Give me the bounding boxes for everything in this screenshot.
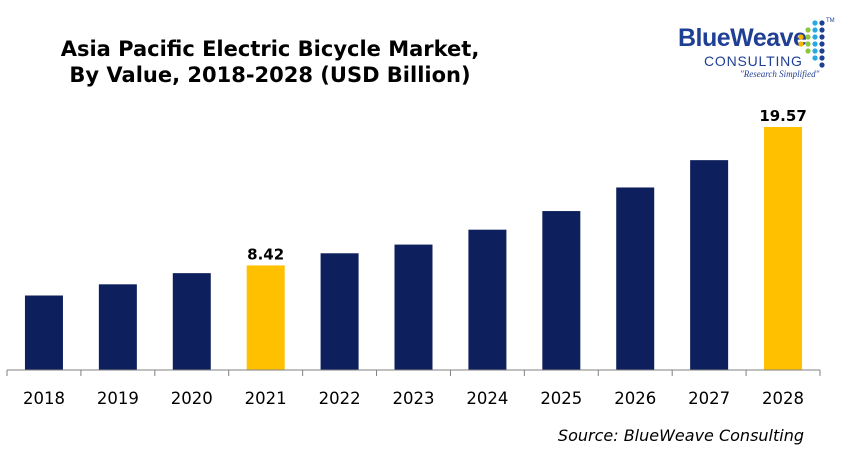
- bar-2020: [172, 273, 211, 370]
- chart-title-line-1: Asia Pacific Electric Bicycle Market,: [60, 37, 480, 61]
- data-label-2028: 19.57: [759, 107, 806, 125]
- logo-dots-icon: [798, 20, 825, 68]
- bar-2024: [468, 229, 507, 370]
- x-tick-label-2023: 2023: [393, 389, 435, 408]
- bar-2025: [542, 211, 581, 370]
- x-tick-label-2026: 2026: [614, 389, 656, 408]
- bars-layer: [24, 127, 803, 370]
- bar-2022: [320, 253, 359, 370]
- ticks-layer: [6, 370, 821, 376]
- logo-wordmark: BlueWeave: [678, 24, 807, 52]
- x-tick-label-2018: 2018: [23, 389, 65, 408]
- bar-2021: [246, 265, 285, 370]
- labels-layer: 2018 2019 2020 2021 8.42 2022 2023 2024 2025 2026…: [23, 107, 807, 408]
- bar-2019: [98, 284, 137, 370]
- logo-tagline: "Research Simplified": [740, 69, 820, 79]
- x-tick-label-2021: 2021: [245, 389, 287, 408]
- blueweave-logo: BlueWeave CONSULTING "Research Simplifie…: [678, 18, 848, 88]
- chart-title-line-2: By Value, 2018-2028 (USD Billion): [69, 63, 471, 87]
- x-tick-label-2028: 2028: [762, 389, 804, 408]
- x-tick-label-2020: 2020: [171, 389, 213, 408]
- x-tick-label-2027: 2027: [688, 389, 730, 408]
- bar-2018: [24, 295, 63, 370]
- source-note: Source: BlueWeave Consulting: [557, 426, 804, 445]
- x-tick-label-2019: 2019: [97, 389, 139, 408]
- data-label-2021: 8.42: [247, 245, 284, 263]
- bar-2026: [616, 187, 655, 370]
- logo-trademark: TM: [826, 18, 835, 24]
- logo-subtitle: CONSULTING: [704, 53, 803, 69]
- bar-2027: [690, 160, 729, 370]
- x-tick-label-2022: 2022: [319, 389, 361, 408]
- x-tick-label-2024: 2024: [466, 389, 508, 408]
- x-tick-label-2025: 2025: [540, 389, 582, 408]
- bar-2028: [764, 127, 803, 370]
- bar-2023: [394, 244, 433, 370]
